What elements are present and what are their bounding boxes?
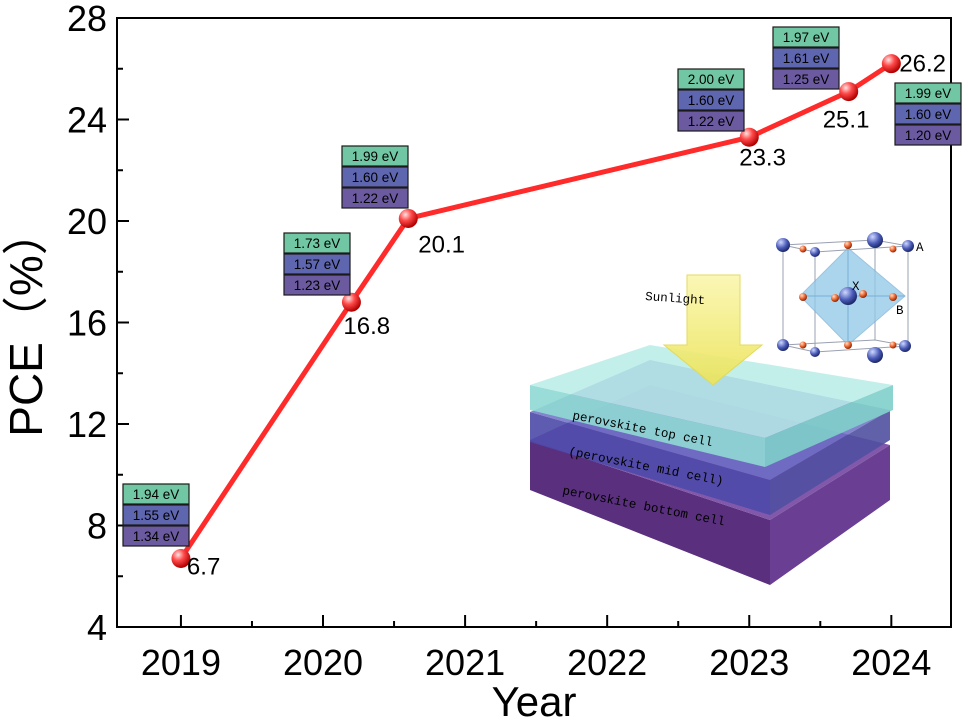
bandgap-cell [122,504,190,526]
x-tick-label: 2021 [425,642,505,683]
pce-series: 6.7 16.8 20.1 23.3 25.1 26.2 [171,51,946,580]
bandgap-value: 1.97 eV [783,30,830,45]
bandgap-box: 2.00 eV 1.60 eV 1.22 eV [677,68,745,132]
data-point [398,208,418,228]
bandgap-cell [341,187,409,209]
y-tick-label: 12 [67,404,107,445]
bandgap-value: 1.22 eV [688,114,735,129]
point-value-label: 23.3 [739,144,786,171]
crystal-label-b: B [896,304,904,318]
bandgap-cell [894,124,962,146]
data-point [839,82,859,102]
bandgap-cell [772,26,840,48]
x-axis-title: Year [492,678,577,723]
x-axis: 2019 2020 2021 2022 2023 2024 [141,615,931,683]
bandgap-cell [677,89,745,111]
bandgap-box: 1.73 eV 1.57 eV 1.23 eV [283,232,351,296]
bandgap-cell [283,253,351,275]
bandgap-cell [341,145,409,167]
y-tick-label: 24 [67,100,107,141]
data-point [739,127,759,147]
bandgap-value: 1.34 eV [133,529,180,544]
point-value-label: 6.7 [187,553,220,580]
bandgap-cell [122,483,190,505]
bandgap-value: 1.55 eV [133,508,180,523]
y-tick-label: 28 [67,0,107,39]
bandgap-value: 1.23 eV [294,278,341,293]
bandgap-box: 1.99 eV 1.60 eV 1.22 eV [341,145,409,209]
bandgap-cell [772,68,840,90]
x-site-atoms [799,241,897,349]
x-tick-label: 2024 [851,642,931,683]
bandgap-cell [772,47,840,69]
bandgap-value: 1.61 eV [783,51,830,66]
crystal-label-x: X [852,280,860,294]
bandgap-value: 1.60 eV [352,170,399,185]
bandgap-box: 1.97 eV 1.61 eV 1.25 eV [772,26,840,90]
bandgap-cell [283,274,351,296]
sunlight-label: Sunlight [645,290,706,308]
top-cell-layer [530,345,893,467]
y-tick-label: 20 [67,201,107,242]
y-axis: 4 8 12 16 20 24 28 [67,0,129,648]
bandgap-value: 1.99 eV [905,86,952,101]
bandgap-value: 1.73 eV [294,236,341,251]
y-axis-title: PCE（%） [0,209,52,436]
a-site-atoms [776,232,914,363]
bandgap-value: 1.94 eV [133,487,180,502]
y-tick-label: 4 [87,607,107,648]
x-tick-label: 2023 [709,642,789,683]
y-tick-label: 16 [67,303,107,344]
point-value-label: 16.8 [343,313,390,340]
bandgap-cell [341,166,409,188]
bandgap-cell [122,525,190,547]
x-tick-label: 2022 [567,642,647,683]
bandgap-value: 1.60 eV [905,107,952,122]
bandgap-cell [677,68,745,90]
perovskite-cell-illustration: Sunlight perovskite top cell (perovskite… [530,232,924,585]
bandgap-cell [894,103,962,125]
bandgap-cell [894,82,962,104]
crystal-label-a: A [916,241,924,255]
x-tick-label: 2020 [283,642,363,683]
bandgap-box: 1.99 eV 1.60 eV 1.20 eV [894,82,962,146]
bandgap-value: 2.00 eV [688,72,735,87]
data-point [881,54,901,74]
bandgap-value: 1.99 eV [352,149,399,164]
bandgap-value: 1.22 eV [352,191,399,206]
bandgap-box: 1.94 eV 1.55 eV 1.34 eV [122,483,190,547]
y-tick-label: 8 [87,506,107,547]
bandgap-value: 1.25 eV [783,72,830,87]
perovskite-crystal-structure: A X B [776,232,924,363]
bandgap-cell [677,110,745,132]
data-point [341,292,361,312]
data-point [171,548,191,568]
bandgap-value: 1.60 eV [688,93,735,108]
sunlight-arrow [662,274,764,386]
point-value-label: 20.1 [418,231,465,258]
bandgap-value: 1.57 eV [294,257,341,272]
bandgap-value: 1.20 eV [905,128,952,143]
bandgap-cell [283,232,351,254]
bandgap-annotations: 1.94 eV 1.55 eV 1.34 eV 1.73 eV 1.57 eV 1.23 … [122,26,962,547]
point-value-label: 26.2 [899,51,946,78]
x-tick-label: 2019 [141,642,221,683]
point-value-label: 25.1 [823,107,870,134]
